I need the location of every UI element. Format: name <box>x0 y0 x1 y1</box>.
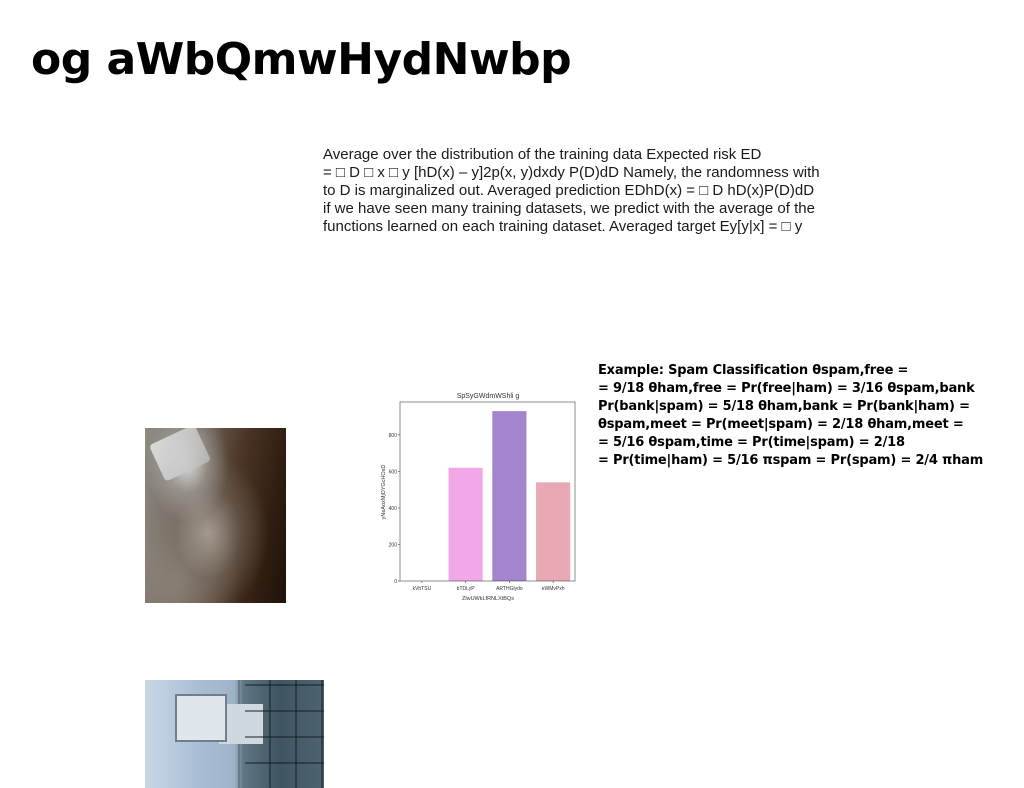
x-tick-label-0: kVhTSU <box>413 586 432 592</box>
y-tick-label-2: 400 <box>389 506 398 512</box>
rock-photo <box>145 428 286 603</box>
machinery-photo <box>145 680 324 788</box>
x-tick-label-2: ARTHGlydo <box>496 586 523 592</box>
chart-y-axis-label: yNeAoxMjDYGcHOsD <box>381 465 387 520</box>
chart-plot-frame <box>399 401 576 582</box>
chart-title: SpSyGWdmWShli g <box>457 393 520 400</box>
bar-chart: SpSyGWdmWShli g yNeAoxMjDYGcHOsD ZlwUWkL… <box>378 388 580 604</box>
y-tick-label-3: 600 <box>389 469 398 475</box>
chart-x-axis-label: ZlwUWkLfRNLXtBQs <box>462 596 514 602</box>
y-tick-label-4: 800 <box>389 433 398 439</box>
x-tick-label-3: eWMvPxh <box>542 586 565 592</box>
page-title: og aWbQmwHydNwbp <box>31 34 572 85</box>
y-tick-label-1: 200 <box>389 542 398 548</box>
y-tick-label-0: 0 <box>394 579 397 585</box>
bar-1 <box>448 467 483 581</box>
body-paragraph: Average over the distribution of the tra… <box>323 146 820 235</box>
bar-2 <box>492 411 527 581</box>
x-tick-label-1: bTDLyP <box>457 586 476 592</box>
bar-chart-svg: SpSyGWdmWShli g yNeAoxMjDYGcHOsD ZlwUWkL… <box>381 393 576 602</box>
bar-3 <box>536 482 571 581</box>
spam-example-text: Example: Spam Classification θspam,free … <box>598 363 984 468</box>
